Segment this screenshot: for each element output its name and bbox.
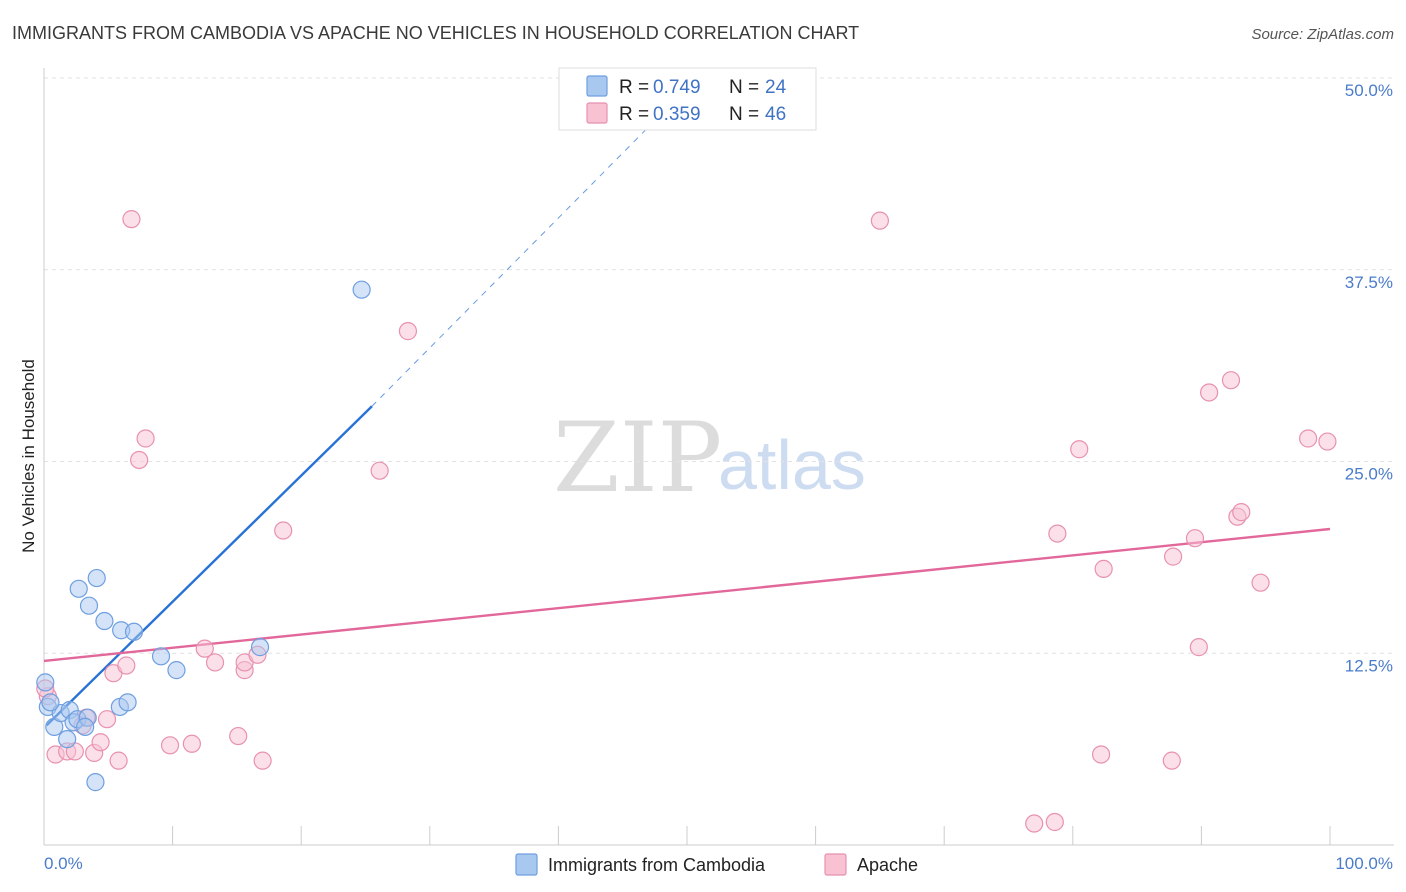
y-tick-label: 25.0% bbox=[1345, 465, 1393, 484]
point-apache bbox=[1048, 524, 1067, 543]
point-cambodia bbox=[86, 773, 105, 792]
point-apache bbox=[229, 726, 248, 746]
point-apache bbox=[136, 429, 155, 448]
legend-r-value-apache: 0.359 bbox=[653, 104, 701, 125]
bottom-legend-swatch-apache bbox=[824, 853, 847, 876]
point-apache bbox=[1070, 440, 1089, 459]
bottom-legend: Immigrants from Cambodia Apache bbox=[515, 853, 918, 876]
point-apache bbox=[91, 733, 110, 752]
legend-r-value-cambodia: 0.749 bbox=[653, 77, 701, 98]
point-cambodia bbox=[124, 622, 144, 641]
point-apache bbox=[1162, 751, 1181, 770]
point-cambodia bbox=[118, 693, 137, 712]
point-apache bbox=[1251, 573, 1270, 592]
point-apache bbox=[195, 639, 214, 658]
point-apache bbox=[1045, 812, 1064, 832]
legend-n-label-cambodia: N = bbox=[729, 77, 759, 98]
legend-r-label-cambodia: R = bbox=[619, 77, 649, 98]
legend-r-label-apache: R = bbox=[619, 104, 649, 125]
watermark-zip: ZIP bbox=[553, 402, 722, 514]
point-cambodia bbox=[41, 693, 60, 712]
point-apache bbox=[97, 710, 117, 729]
point-cambodia bbox=[87, 568, 106, 588]
point-apache bbox=[122, 210, 141, 229]
point-apache bbox=[398, 322, 418, 341]
y-tick-label: 37.5% bbox=[1345, 273, 1393, 292]
point-apache bbox=[274, 521, 293, 540]
point-apache bbox=[870, 211, 890, 230]
watermark-atlas: atlas bbox=[718, 426, 866, 504]
bottom-legend-label-cambodia: Immigrants from Cambodia bbox=[548, 855, 766, 875]
point-apache bbox=[370, 461, 389, 480]
point-cambodia bbox=[58, 730, 77, 749]
point-apache bbox=[182, 734, 201, 753]
point-cambodia bbox=[95, 611, 114, 631]
bottom-legend-label-apache: Apache bbox=[857, 855, 918, 875]
y-tick-label: 12.5% bbox=[1345, 656, 1393, 675]
point-cambodia bbox=[151, 647, 171, 666]
bottom-legend-swatch-cambodia bbox=[515, 853, 538, 876]
point-apache bbox=[1232, 503, 1251, 522]
point-cambodia bbox=[76, 717, 95, 736]
point-cambodia bbox=[167, 661, 186, 680]
trend-extension-cambodia bbox=[371, 126, 649, 407]
point-apache bbox=[1299, 429, 1318, 448]
point-apache bbox=[253, 751, 272, 770]
point-apache bbox=[1189, 638, 1208, 657]
point-apache bbox=[1094, 559, 1113, 578]
point-apache bbox=[130, 450, 149, 470]
point-apache bbox=[1025, 814, 1044, 833]
point-apache bbox=[205, 653, 225, 672]
point-apache bbox=[1318, 432, 1337, 451]
watermark: ZIP atlas bbox=[553, 402, 866, 514]
point-apache bbox=[1091, 745, 1111, 764]
x-tick-label-min: 0.0% bbox=[44, 854, 83, 873]
point-cambodia bbox=[250, 638, 270, 657]
trend-line-apache bbox=[43, 527, 1331, 663]
chart-source: Source: ZipAtlas.com bbox=[1251, 26, 1394, 43]
legend-n-label-apache: N = bbox=[729, 104, 759, 125]
point-apache bbox=[1221, 371, 1241, 390]
point-apache bbox=[117, 656, 136, 675]
point-apache bbox=[1164, 547, 1183, 566]
legend-n-value-apache: 46 bbox=[765, 104, 786, 125]
point-apache bbox=[160, 736, 180, 755]
point-cambodia bbox=[69, 579, 88, 598]
point-apache bbox=[1185, 529, 1205, 548]
point-cambodia bbox=[36, 673, 55, 692]
y-axis-label: No Vehicles in Household bbox=[19, 359, 38, 553]
tick-labels: 12.5% 25.0% 37.5% 50.0% 0.0% 100.0% bbox=[44, 81, 1393, 873]
chart-title: IMMIGRANTS FROM CAMBODIA VS APACHE NO VE… bbox=[12, 23, 859, 43]
trend-line-cambodia bbox=[45, 405, 373, 727]
point-cambodia bbox=[352, 280, 371, 299]
gridlines bbox=[44, 77, 1394, 654]
x-tick-marks bbox=[172, 826, 1331, 845]
point-apache bbox=[1200, 383, 1219, 402]
legend-swatch-cambodia bbox=[586, 75, 608, 97]
point-apache bbox=[109, 751, 128, 770]
point-cambodia bbox=[79, 596, 99, 615]
legend-n-value-cambodia: 24 bbox=[765, 77, 787, 98]
y-tick-label: 50.0% bbox=[1345, 81, 1393, 100]
x-tick-label-max: 100.0% bbox=[1335, 854, 1393, 873]
data-points bbox=[36, 210, 1337, 833]
axes bbox=[43, 68, 1394, 846]
legend-swatch-apache bbox=[586, 102, 608, 124]
legend: R = 0.749 N = 24 R = 0.359 N = 46 bbox=[558, 67, 817, 131]
